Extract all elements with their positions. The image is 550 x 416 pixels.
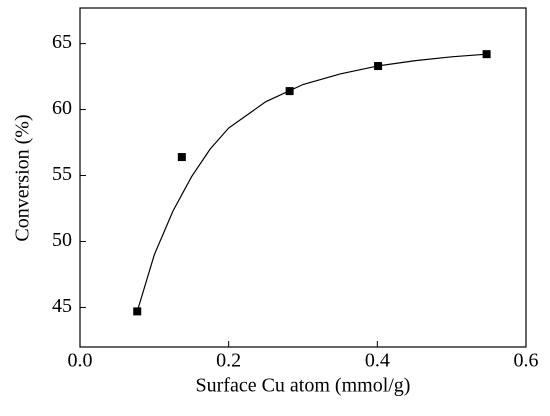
x-tick-label: 0.0: [68, 350, 93, 372]
plot-frame: [79, 7, 527, 348]
data-point: [285, 87, 294, 96]
y-axis-label: Conversion (%): [12, 114, 34, 241]
x-tick-label: 0.6: [514, 350, 539, 372]
x-tick-label: 0.4: [365, 350, 390, 372]
data-point: [133, 307, 142, 316]
data-point: [482, 50, 491, 59]
y-tick-label: 60: [52, 97, 72, 119]
y-tick-label: 45: [52, 295, 72, 317]
y-tick-label: 50: [52, 229, 72, 251]
data-point: [177, 153, 186, 162]
data-point: [374, 62, 383, 71]
y-tick-label: 55: [52, 163, 72, 185]
fit-curve: [136, 53, 487, 312]
x-axis-label: Surface Cu atom (mmol/g): [196, 375, 411, 397]
y-tick-label: 65: [52, 31, 72, 53]
x-tick-label: 0.2: [216, 350, 241, 372]
